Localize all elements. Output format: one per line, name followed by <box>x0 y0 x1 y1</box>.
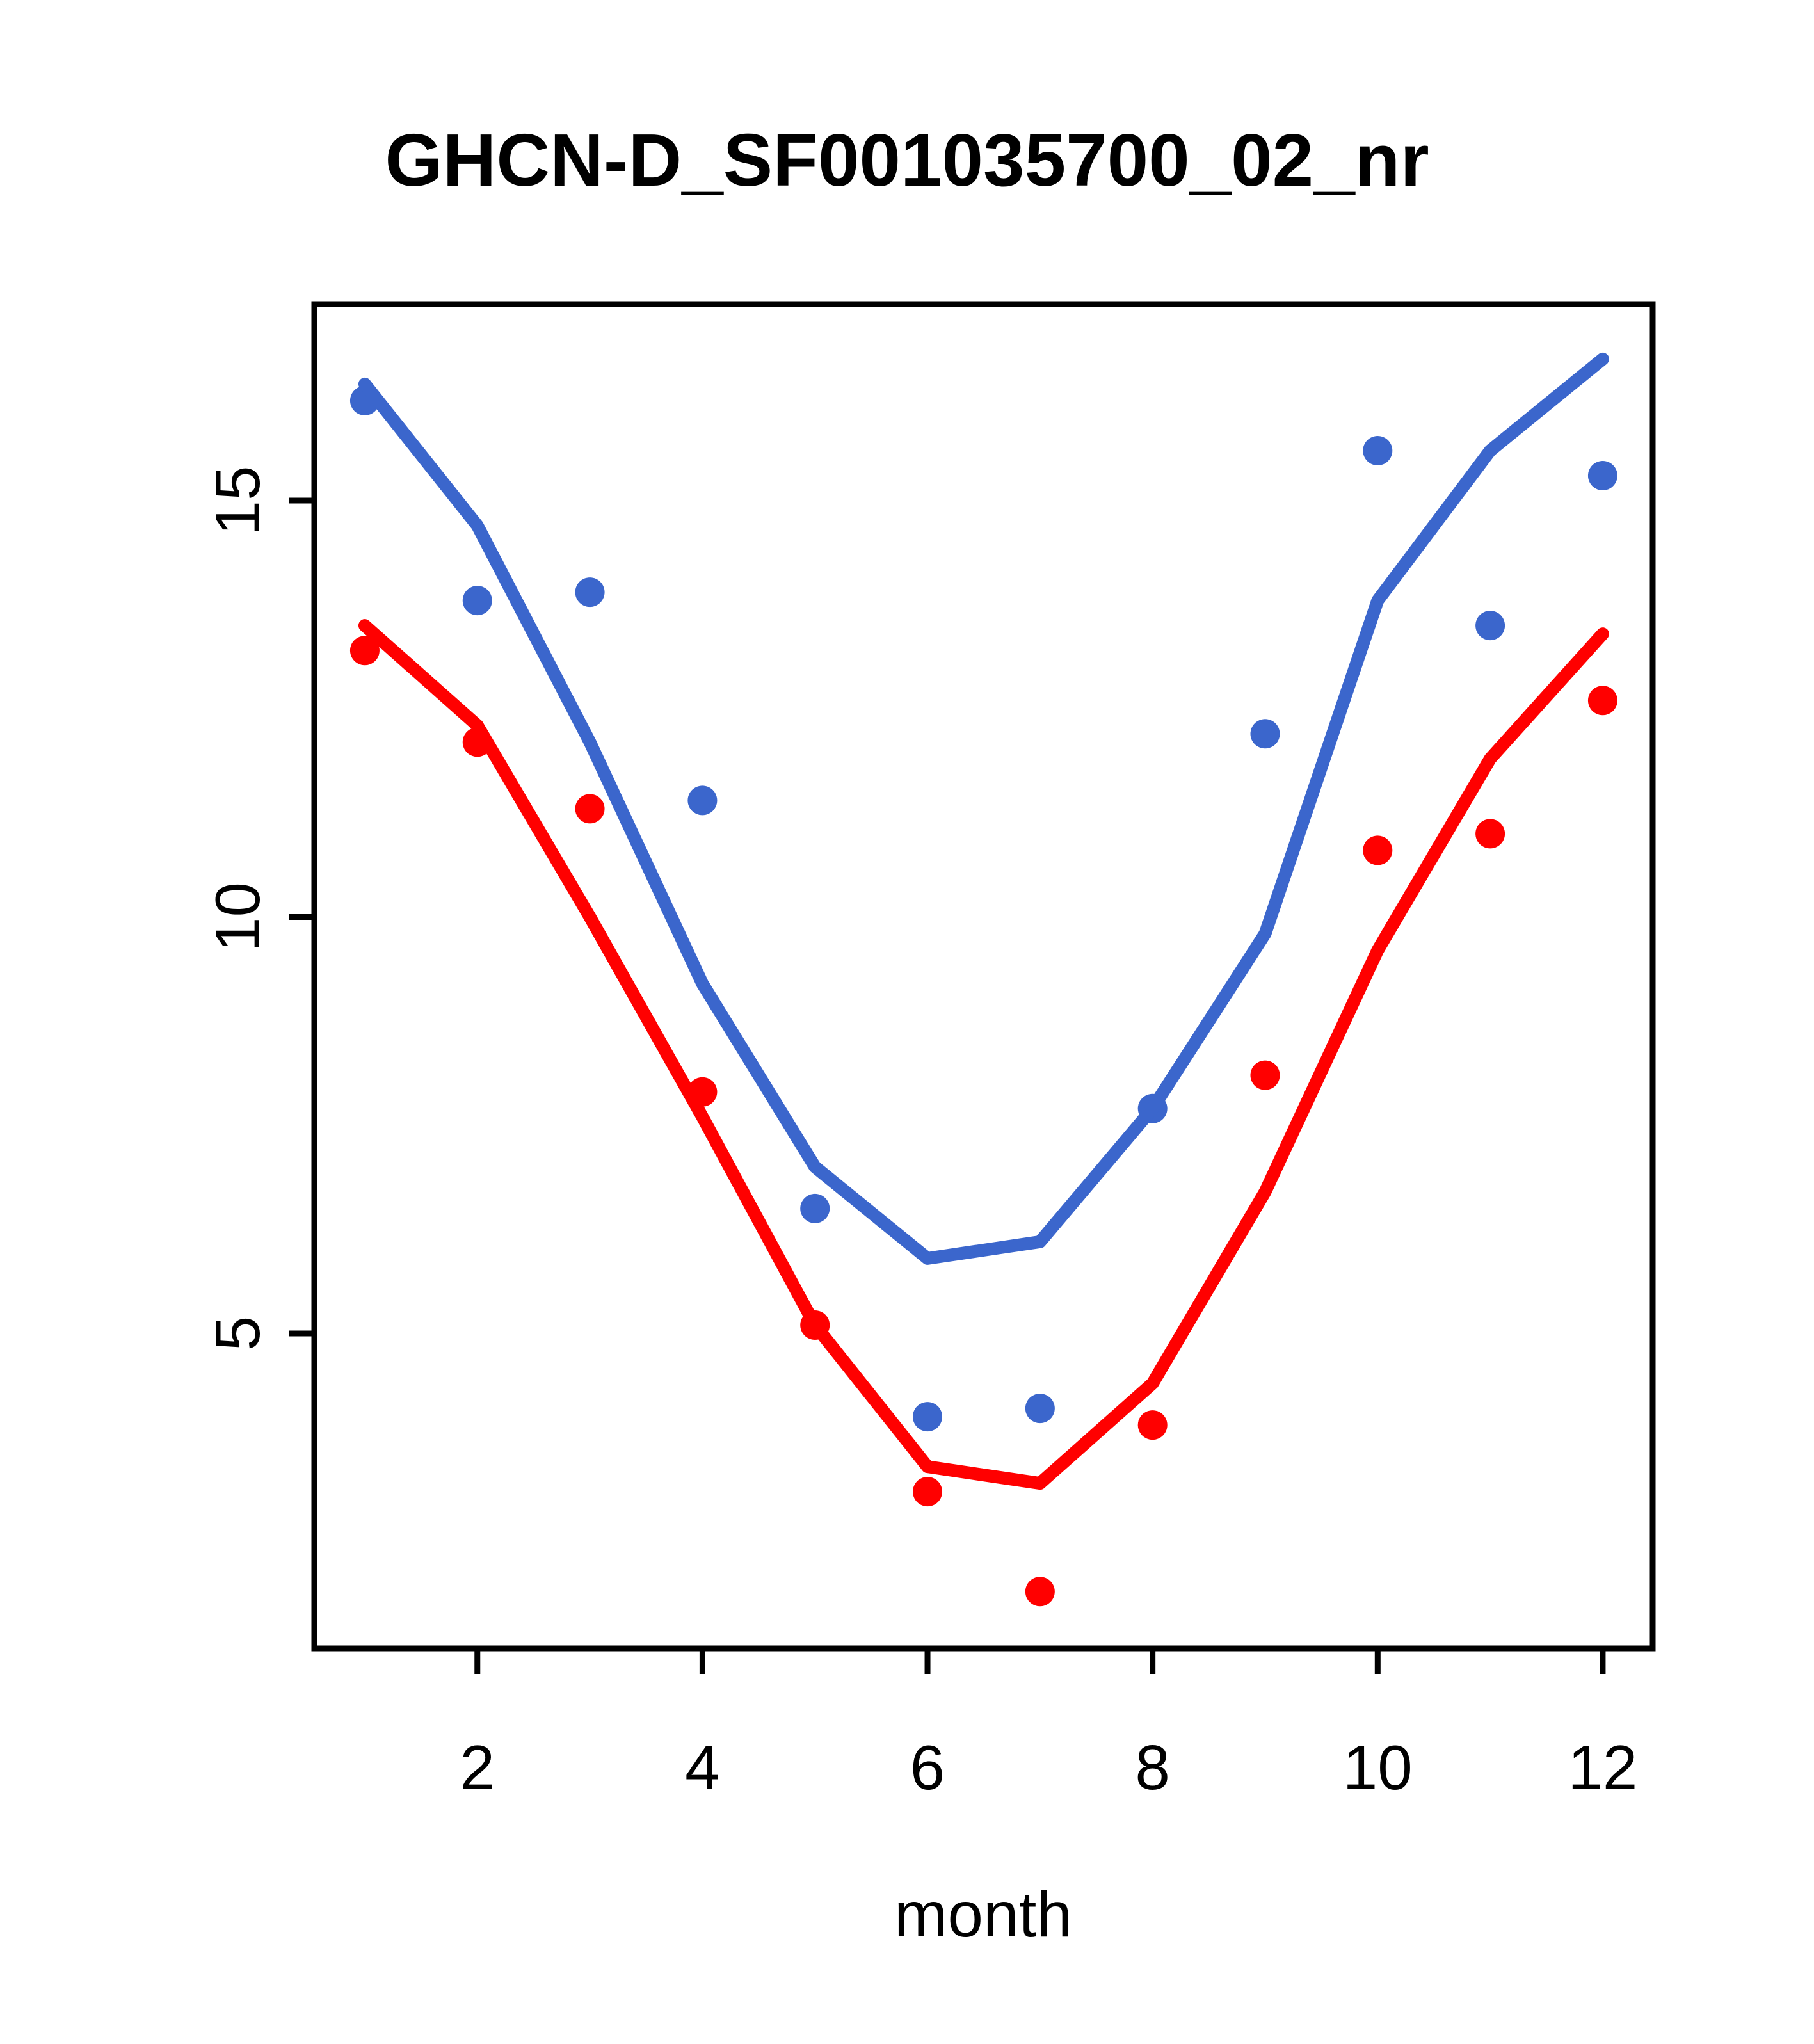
red-points-point <box>1475 819 1505 849</box>
blue-points-point <box>800 1193 830 1223</box>
blue-points-point <box>575 577 605 608</box>
y-tick-label: 5 <box>202 1316 273 1351</box>
blue-points-point <box>687 785 718 816</box>
red-line <box>358 619 1609 1490</box>
y-tick-label: 10 <box>202 882 273 952</box>
blue-points-point <box>1250 719 1280 749</box>
blue-points-point <box>1475 611 1505 641</box>
red-points-point <box>1250 1060 1280 1090</box>
red-points-point <box>913 1477 943 1507</box>
blue-points-point <box>1587 460 1617 490</box>
chart-title: GHCN-D_SF001035700_02_nr <box>385 118 1429 202</box>
x-tick-label: 2 <box>460 1732 495 1803</box>
x-tick-label: 10 <box>1343 1732 1413 1803</box>
red-points-point <box>349 636 380 666</box>
blue-points-point <box>1363 435 1393 465</box>
x-tick-label: 8 <box>1135 1732 1170 1803</box>
red-points-point <box>1587 686 1617 716</box>
blue-points-point <box>462 586 492 616</box>
red-points-point <box>575 794 605 824</box>
red-points-point <box>1363 835 1393 865</box>
data-series <box>349 352 1617 1607</box>
x-tick-label: 6 <box>910 1732 945 1803</box>
x-tick-label: 4 <box>685 1732 720 1803</box>
plot-box <box>311 301 1656 1652</box>
x-axis-title: month <box>894 1879 1072 1951</box>
blue-line <box>358 352 1609 1265</box>
x-axis-ticks: 2 4 6 8 10 12 <box>460 1648 1637 1803</box>
blue-points-point <box>1025 1394 1055 1424</box>
y-tick-label: 15 <box>202 466 273 536</box>
red-points-point <box>1025 1577 1055 1607</box>
red-points-point <box>1137 1410 1168 1440</box>
y-axis-ticks: 5 10 15 <box>202 466 314 1351</box>
x-tick-label: 12 <box>1568 1732 1637 1803</box>
blue-points-point <box>913 1402 943 1432</box>
